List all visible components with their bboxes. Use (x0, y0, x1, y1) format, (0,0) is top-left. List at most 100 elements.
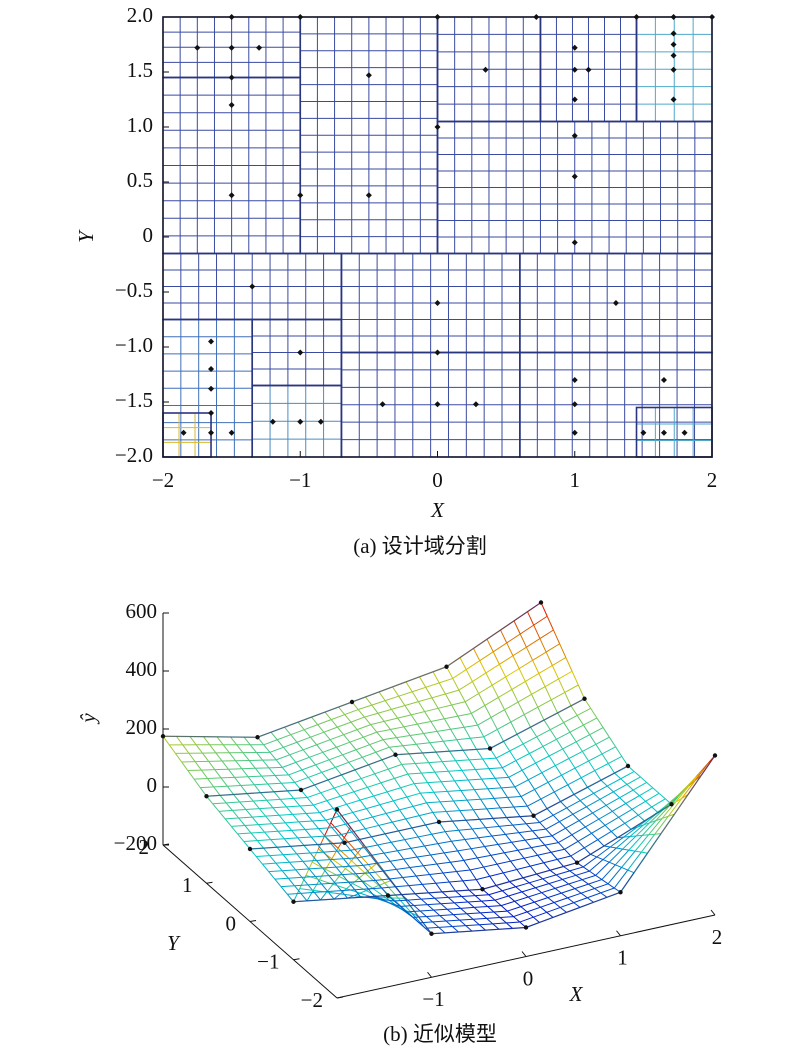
mesh-line (357, 852, 372, 869)
mesh-line (290, 734, 298, 743)
mesh-line (281, 870, 289, 879)
mesh-line (406, 796, 414, 807)
mesh-line (379, 804, 387, 814)
mesh-line (412, 916, 420, 924)
mesh-line (496, 860, 511, 865)
mesh-line (357, 839, 365, 848)
mesh-line (188, 752, 196, 762)
mesh-line (628, 849, 636, 852)
mesh-line (334, 767, 342, 776)
mesh-line (233, 794, 241, 803)
surface-row (206, 698, 585, 797)
mesh-line (283, 741, 298, 748)
mesh-line (297, 836, 312, 839)
mesh-line (513, 806, 521, 817)
mesh-line (417, 836, 425, 847)
mesh-line (419, 811, 433, 817)
mesh-line (358, 704, 372, 711)
mesh-line (475, 894, 489, 897)
mesh-line (236, 744, 244, 753)
mesh-line (578, 820, 586, 828)
point (571, 96, 578, 103)
mesh-line (535, 762, 543, 773)
mesh-line (320, 787, 335, 794)
mesh-line (300, 891, 315, 894)
mesh-line (567, 897, 575, 904)
mesh-line (498, 826, 506, 835)
mesh-line (661, 815, 669, 819)
mesh-line (381, 886, 396, 889)
mesh-line (362, 879, 376, 882)
point (208, 410, 215, 416)
mesh-line (327, 779, 335, 789)
mesh-line (591, 824, 606, 834)
mesh-line (321, 883, 329, 892)
mesh-line (510, 857, 525, 862)
mesh-line (430, 721, 438, 732)
mesh-line (614, 849, 630, 866)
mesh-line (621, 867, 628, 871)
mesh-line (515, 882, 530, 888)
mesh-line (571, 671, 579, 686)
mesh-line (384, 700, 392, 710)
mesh-line (394, 778, 402, 788)
mesh-line (573, 897, 588, 904)
mesh-line (353, 892, 361, 897)
mesh-line (296, 853, 304, 862)
mesh-line (371, 704, 379, 714)
mesh-line (221, 776, 235, 779)
mesh-line (234, 777, 242, 786)
mesh-line (270, 731, 278, 741)
mesh-line (419, 910, 427, 917)
mesh-line (681, 780, 696, 799)
mesh-line (581, 874, 596, 881)
mesh-line (266, 799, 274, 809)
mesh-line (294, 884, 309, 887)
mesh-line (473, 648, 481, 661)
mesh-line (371, 836, 379, 846)
mesh-line (451, 838, 465, 842)
mesh-line (500, 629, 508, 644)
mesh-line (377, 841, 392, 846)
mesh-line (200, 769, 208, 779)
mesh-line (311, 716, 319, 725)
mesh-line (316, 744, 324, 753)
point (670, 30, 677, 37)
mesh-line (489, 875, 497, 886)
mesh-line (349, 736, 364, 743)
mesh-line (382, 737, 397, 741)
mesh-line (589, 859, 604, 872)
mesh-line (331, 827, 339, 836)
surface-vertex (342, 840, 347, 845)
mesh-line (330, 719, 338, 728)
mesh-line (262, 759, 270, 769)
mesh-line (442, 760, 456, 763)
mesh-line (326, 795, 341, 802)
mesh-line (546, 911, 554, 918)
mesh-line (652, 787, 660, 794)
mesh-line (462, 750, 470, 761)
mesh-line (434, 896, 449, 899)
mesh-line (273, 791, 281, 800)
mesh-line (540, 791, 555, 800)
mesh-line (336, 741, 351, 748)
mesh-line (471, 846, 485, 850)
mesh-line (315, 759, 330, 766)
mesh-line (274, 877, 289, 880)
mesh-line (436, 728, 451, 732)
mesh-line (389, 745, 403, 748)
mesh-line (619, 789, 634, 799)
mesh-line (428, 761, 443, 764)
mesh-line (416, 873, 430, 877)
point (228, 74, 235, 81)
mesh-line (433, 792, 441, 803)
mesh-line (504, 701, 519, 711)
mesh-line (402, 877, 410, 886)
mesh-line (495, 757, 503, 768)
surface-vertex (618, 890, 623, 895)
mesh-line (367, 782, 382, 788)
mesh-line (453, 800, 461, 811)
mesh-line (578, 812, 593, 822)
mesh-line (392, 800, 400, 811)
mesh-line (301, 875, 316, 878)
